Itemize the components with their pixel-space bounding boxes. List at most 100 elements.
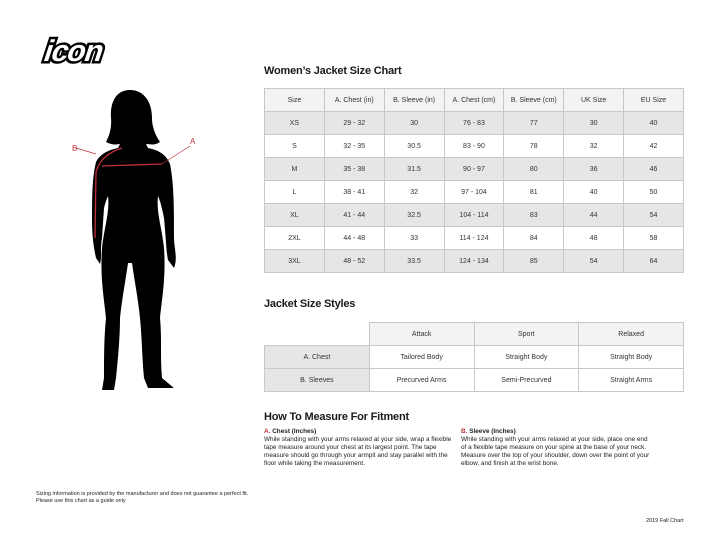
row-label: 2XL [264,226,325,250]
table-row: S 32 - 35 30.5 83 - 90 78 32 42 [264,134,684,158]
table-cell: Straight Arms [578,368,684,392]
row-label: 3XL [264,249,325,273]
table-cell: 83 - 90 [443,134,505,158]
icon-logo: icon [36,31,146,71]
styles-title: Jacket Size Styles [264,298,356,310]
table-cell: 32.5 [383,203,445,227]
row-label: M [264,157,325,181]
table-cell: 76 - 83 [443,111,505,135]
table-row: 2XL 44 - 48 33 114 - 124 84 48 58 [264,226,684,250]
column-header: Sport [473,322,580,346]
size-chart-title: Women’s Jacket Size Chart [264,65,402,77]
table-cell: Straight Body [578,345,684,369]
table-cell: 29 - 32 [323,111,385,135]
table-cell: 44 - 48 [323,226,385,250]
header-row: Attack Sport Relaxed [264,322,684,346]
table-cell: 35 - 38 [323,157,385,181]
table-cell: 104 - 114 [443,203,505,227]
table-cell: 40 [563,180,625,204]
table-row: B. Sleeves Precurved Arms Semi-Precurved St… [264,368,684,392]
table-cell: 40 [623,111,684,135]
disclaimer-line-2: Please use this chart as a guide only [36,498,126,504]
edition-label: 2019 Fall Chart [646,518,684,524]
table-row: XL 41 - 44 32.5 104 - 114 83 44 54 [264,203,684,227]
disclaimer-line-1: Sizing information is provided by the ma… [36,491,249,497]
table-cell: Semi-Precurved [473,368,580,392]
table-cell: 46 [623,157,684,181]
table-cell: 50 [623,180,684,204]
chest-text: While standing with your arms relaxed at… [264,436,452,467]
table-cell: 58 [623,226,684,250]
table-cell: 114 - 124 [443,226,505,250]
table-cell: 54 [563,249,625,273]
table-cell: Tailored Body [368,345,475,369]
table-cell: 77 [503,111,565,135]
woman-silhouette-figure [70,88,200,398]
table-cell: 32 [383,180,445,204]
table-row: M 35 - 38 31.5 90 - 97 80 36 46 [264,157,684,181]
label-a: A [190,137,196,146]
table-cell: 44 [563,203,625,227]
sleeve-text: While standing with your arms relaxed at… [461,436,650,467]
table-row: XS 29 - 32 30 76 - 83 77 30 40 [264,111,684,135]
table-cell: 54 [623,203,684,227]
table-cell: 97 - 104 [443,180,505,204]
size-chart-table: Size A. Chest (in) B. Sleeve (in) A. Chest … [264,88,684,273]
row-label: A. Chest [264,345,370,369]
table-cell: 30.5 [383,134,445,158]
table-cell: 90 - 97 [443,157,505,181]
table-cell: 32 - 35 [323,134,385,158]
table-cell: 42 [623,134,684,158]
header-row: Size A. Chest (in) B. Sleeve (in) A. Chest … [264,88,684,112]
styles-table: Attack Sport Relaxed A. Chest Tailored Body S… [264,322,684,392]
label-b: B [72,144,78,153]
table-cell: 31.5 [383,157,445,181]
column-header: B. Sleeve (cm) [503,88,565,112]
chest-heading: Chest (Inches) [272,428,317,435]
column-header: A. Chest (cm) [443,88,505,112]
table-cell: 36 [563,157,625,181]
table-cell: 81 [503,180,565,204]
row-label: B. Sleeves [264,368,370,392]
table-row: L 38 - 41 32 97 - 104 81 40 50 [264,180,684,204]
chest-instructions: A. Chest (Inches) While standing with yo… [264,428,454,468]
svg-text:icon: icon [40,36,109,66]
table-cell: 64 [623,249,684,273]
table-cell: 30 [563,111,625,135]
table-cell: 124 - 134 [443,249,505,273]
sleeve-heading: Sleeve (Inches) [469,428,516,435]
column-header: Relaxed [578,322,684,346]
column-header: Attack [368,322,475,346]
table-cell: 33.5 [383,249,445,273]
column-header: A. Chest (in) [323,88,385,112]
table-cell: 32 [563,134,625,158]
table-cell: 83 [503,203,565,227]
chest-letter: A. [264,428,271,435]
table-cell: 48 [563,226,625,250]
table-cell: 38 - 41 [323,180,385,204]
sleeve-letter: B. [461,428,468,435]
measure-title: How To Measure For Fitment [264,411,409,423]
table-cell: 84 [503,226,565,250]
table-cell: Straight Body [473,345,580,369]
row-label: S [264,134,325,158]
disclaimer: Sizing information is provided by the ma… [36,491,248,505]
table-cell: 41 - 44 [323,203,385,227]
column-header: UK Size [563,88,625,112]
column-header: B. Sleeve (in) [383,88,445,112]
row-label: L [264,180,325,204]
table-cell: Precurved Arms [368,368,475,392]
table-cell: 85 [503,249,565,273]
table-cell: 33 [383,226,445,250]
column-header [264,322,370,346]
column-header: EU Size [623,88,684,112]
sleeve-instructions: B. Sleeve (Inches) While standing with y… [461,428,651,468]
table-row: A. Chest Tailored Body Straight Body Straig… [264,345,684,369]
row-label: XL [264,203,325,227]
column-header: Size [264,88,325,112]
table-cell: 78 [503,134,565,158]
table-cell: 48 - 52 [323,249,385,273]
table-cell: 30 [383,111,445,135]
row-label: XS [264,111,325,135]
table-row: 3XL 48 - 52 33.5 124 - 134 85 54 64 [264,249,684,273]
